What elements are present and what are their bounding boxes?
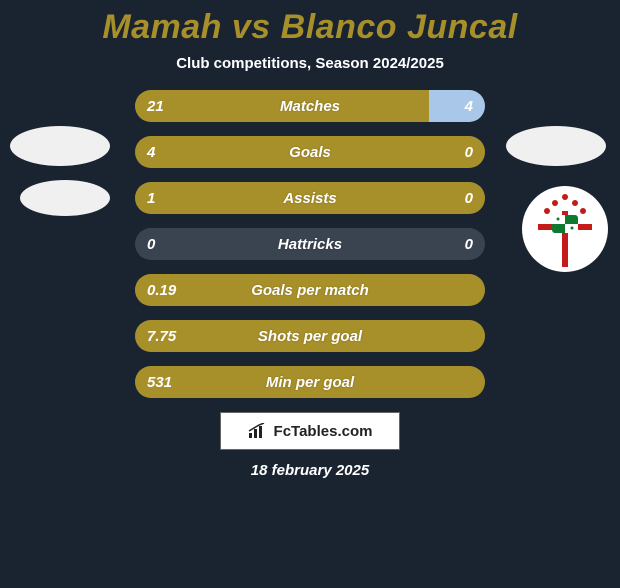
stat-value-right: 0 (465, 136, 473, 168)
infographic-date: 18 february 2025 (0, 462, 620, 479)
stat-row: Assists1 0 (135, 182, 485, 214)
player1-club-logo-1 (10, 126, 110, 166)
stat-label: Hattricks (135, 228, 485, 260)
stat-value-right: 0 (465, 228, 473, 260)
stat-row: Goals per match0.19 (135, 274, 485, 306)
stats-bars: Matches214Goals40Assists10Hattricks00Goa… (135, 90, 485, 398)
stat-value-left: 0 (147, 228, 155, 260)
stat-label: Shots per goal (135, 320, 485, 352)
brand-text: FcTables.com (274, 423, 373, 440)
stat-value-left: 1 (147, 182, 155, 214)
comparison-title: Mamah vs Blanco Juncal (0, 8, 620, 47)
brand-badge[interactable]: FcTables.com (220, 412, 400, 450)
stat-value-left: 0.19 (147, 274, 176, 306)
stat-value-left: 7.75 (147, 320, 176, 352)
stat-value-left: 21 (147, 90, 164, 122)
stat-row: Goals4 0 (135, 136, 485, 168)
brand-chart-icon (248, 423, 268, 439)
player1-club-logo-2 (20, 180, 110, 216)
stat-value-right: 0 (465, 182, 473, 214)
stat-row: Min per goal531 (135, 366, 485, 398)
stat-label: Assists (135, 182, 485, 214)
stat-row: Shots per goal7.75 (135, 320, 485, 352)
stat-label: Matches (135, 90, 485, 122)
stat-row: Hattricks0 0 (135, 228, 485, 260)
stat-label: Min per goal (135, 366, 485, 398)
stat-row: Matches21 4 (135, 90, 485, 122)
stat-value-right: 4 (465, 90, 473, 122)
stat-value-left: 531 (147, 366, 172, 398)
stat-value-left: 4 (147, 136, 155, 168)
player2-club-logo-1 (506, 126, 606, 166)
stat-label: Goals per match (135, 274, 485, 306)
stat-label: Goals (135, 136, 485, 168)
crest-icon (532, 191, 598, 267)
comparison-subtitle: Club competitions, Season 2024/2025 (0, 55, 620, 72)
player2-club-crest (522, 186, 608, 272)
